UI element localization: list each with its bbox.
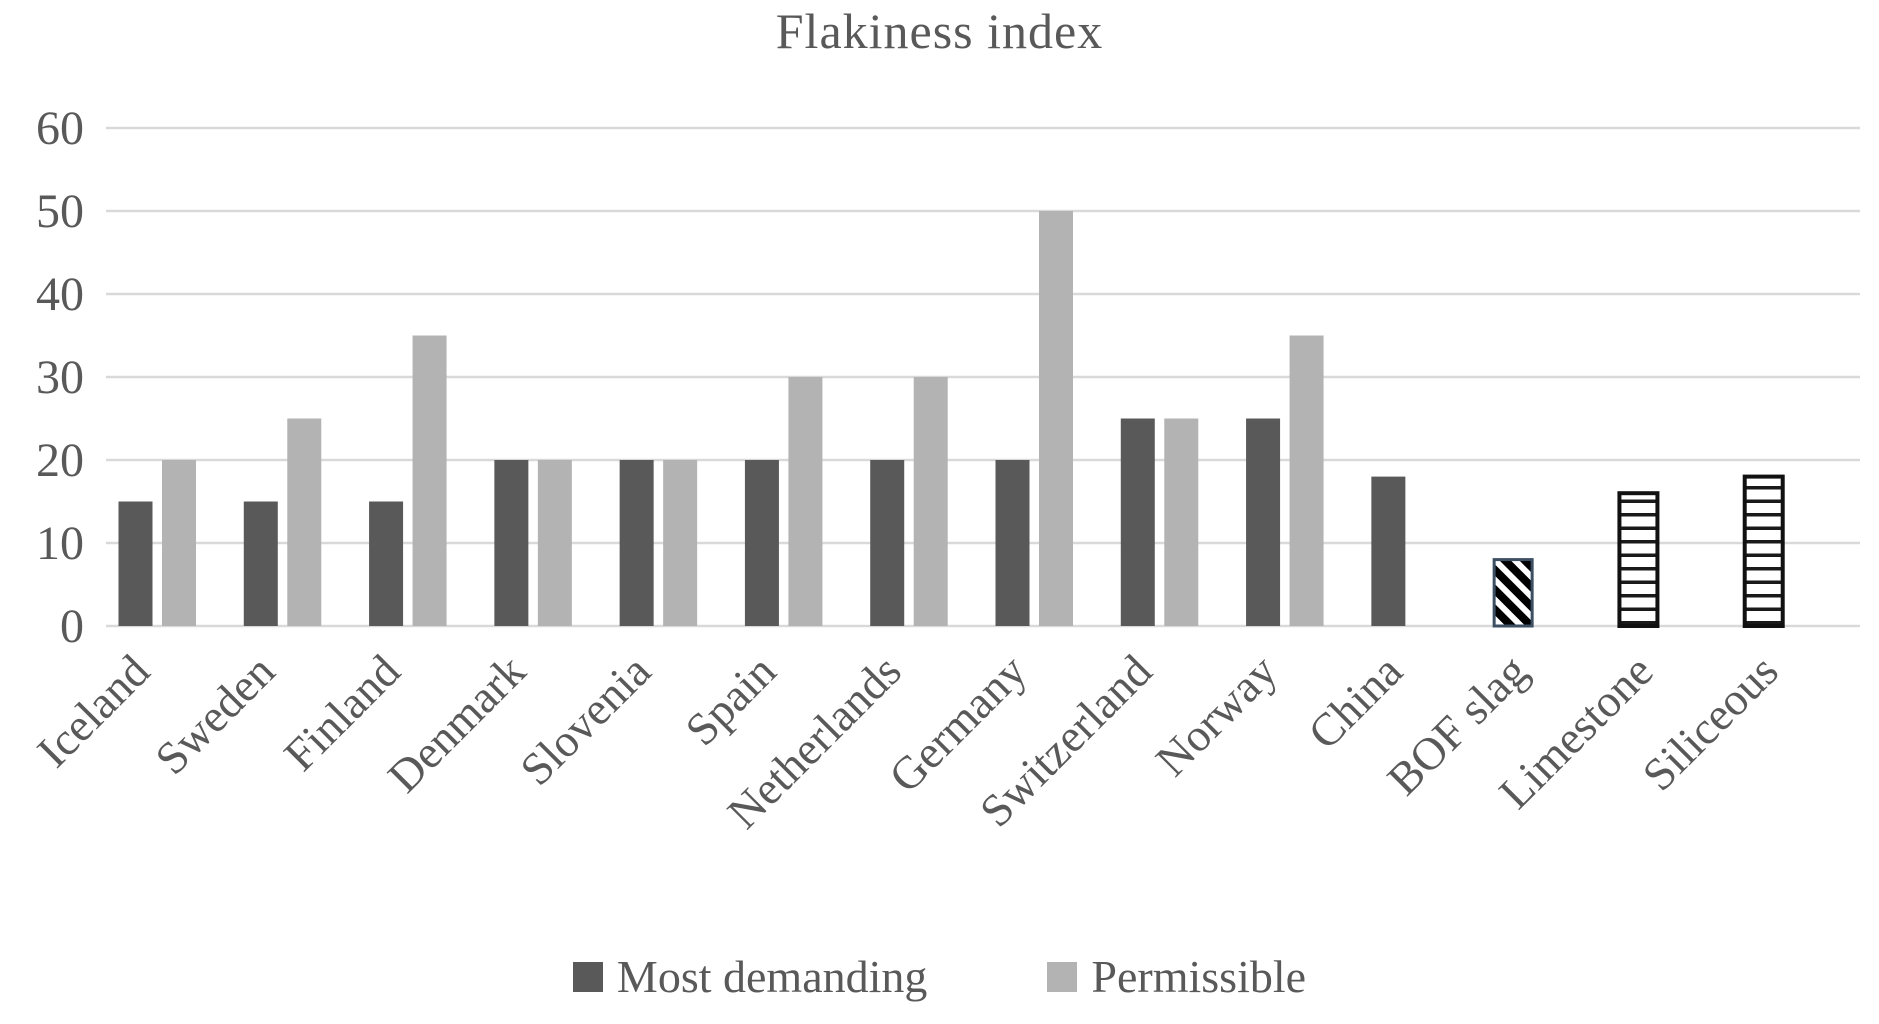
bar-most-demanding-iceland [118, 501, 153, 626]
bar-diagonal-hatch-bof-slag [1492, 558, 1534, 628]
x-axis-label-denmark: Denmark [378, 645, 535, 802]
x-axis-label-siliceous: Siliceous [1632, 645, 1787, 800]
bar-permissible-norway [1289, 335, 1324, 626]
legend: Most demanding Permissible [0, 950, 1879, 1003]
bar-permissible-iceland [162, 460, 196, 626]
x-axis-label-norway: Norway [1146, 645, 1287, 786]
bar-permissible-slovenia [663, 460, 698, 626]
bar-permissible-spain [788, 377, 823, 626]
y-axis-tick-label: 50 [36, 185, 84, 238]
legend-swatch [572, 961, 603, 992]
bar-most-demanding-slovenia [619, 460, 654, 626]
legend-swatch [1047, 961, 1078, 992]
y-axis-tick-label: 30 [36, 351, 84, 404]
bar-horizontal-stripes-limestone [1617, 491, 1660, 629]
bar-most-demanding-switzerland [1120, 418, 1155, 626]
legend-item-permissible: Permissible [1047, 950, 1306, 1003]
bars-group [118, 211, 1785, 629]
x-axis-label-slovenia: Slovenia [510, 645, 660, 795]
bar-permissible-sweden [287, 418, 322, 626]
x-axis-label-china: China [1298, 645, 1412, 759]
legend-item-most-demanding: Most demanding [572, 950, 928, 1003]
bar-most-demanding-spain [744, 460, 779, 626]
plot-area: 0 10 20 30 40 50 60 IcelandSwedenFinlandDenmar… [27, 102, 1860, 838]
legend-label: Most demanding [616, 951, 928, 1002]
bar-permissible-netherlands [913, 377, 948, 626]
bar-most-demanding-norway [1246, 418, 1281, 626]
bar-permissible-germany [1039, 211, 1073, 626]
y-axis-tick-labels-group: 0 10 20 30 40 50 60 [36, 102, 84, 653]
bar-most-demanding-finland [369, 501, 404, 626]
bar-permissible-switzerland [1164, 418, 1199, 626]
y-axis-tick-label: 60 [36, 102, 84, 155]
y-axis-tick-label: 20 [36, 434, 84, 487]
bar-permissible-denmark [537, 460, 572, 626]
bar-most-demanding-germany [995, 460, 1030, 626]
bar-most-demanding-sweden [243, 501, 278, 626]
x-axis-label-sweden: Sweden [145, 645, 284, 784]
chart-title: Flakiness index [775, 3, 1104, 59]
y-axis-tick-label: 10 [36, 517, 84, 570]
legend-label: Permissible [1091, 951, 1307, 1002]
bar-most-demanding-china [1371, 476, 1406, 626]
y-axis-tick-label: 0 [60, 600, 84, 653]
x-axis-label-spain: Spain [675, 645, 785, 755]
y-axis-tick-label: 40 [36, 268, 84, 321]
bar-most-demanding-denmark [494, 460, 529, 626]
x-axis-label-iceland: Iceland [27, 645, 159, 777]
bar-permissible-finland [412, 335, 447, 626]
bar-horizontal-stripes-siliceous [1742, 474, 1785, 628]
bar-most-demanding-netherlands [870, 460, 905, 626]
